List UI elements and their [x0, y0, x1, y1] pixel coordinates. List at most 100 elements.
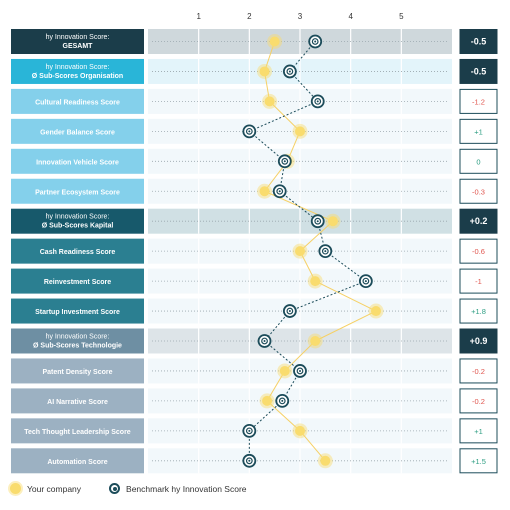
delta-box — [459, 118, 498, 144]
benchmark-marker-ring — [362, 277, 370, 285]
company-line-segment — [269, 101, 301, 132]
company-marker — [295, 126, 305, 137]
benchmark-line-segment — [249, 100, 318, 132]
row-label-box — [11, 448, 144, 474]
row-label: Tech Thought Leadership Score — [24, 429, 131, 436]
benchmark-marker-core — [299, 369, 301, 372]
delta-box — [459, 178, 498, 204]
delta-box — [459, 358, 498, 384]
row-label-prefix: hy Innovation Score: — [46, 64, 110, 71]
legend-item-company: Your company — [10, 483, 81, 494]
row-label-box — [11, 268, 144, 294]
chart-legend: Your company Benchmark hy Innovation Sco… — [10, 483, 269, 494]
delta-box — [459, 328, 498, 354]
benchmark-marker-core — [248, 459, 251, 462]
row-label-box — [11, 58, 144, 84]
benchmark-marker-ring — [314, 217, 322, 225]
row-label: Gender Balance Score — [40, 129, 115, 136]
benchmark-marker-ring — [245, 427, 253, 435]
row-label-box — [11, 88, 144, 114]
delta-value: -1.2 — [472, 97, 485, 106]
row-label: GESAMT — [63, 43, 94, 50]
company-marker — [279, 365, 290, 376]
legend-company-label: Your company — [27, 483, 82, 494]
row-label-box — [11, 418, 144, 444]
row-label-box — [11, 29, 144, 54]
delta-value: +1.5 — [471, 457, 486, 466]
row-label-box — [11, 118, 144, 144]
x-tick-label: 5 — [399, 12, 404, 21]
delta-box — [459, 29, 498, 54]
row-label-box — [11, 358, 144, 384]
company-marker — [310, 276, 321, 287]
legend-benchmark-label: Benchmark hy Innovation Score — [126, 483, 247, 494]
company-marker — [264, 96, 275, 107]
company-marker — [310, 336, 321, 346]
benchmark-marker-ring — [245, 127, 253, 135]
benchmark-marker-ring — [296, 367, 304, 375]
row-label-prefix: hy Innovation Score: — [46, 214, 110, 221]
benchmark-marker-core — [314, 40, 317, 43]
row-label: Ø Sub-Scores Kapital — [42, 223, 114, 230]
company-marker — [295, 246, 305, 257]
company-line-segment — [266, 400, 301, 432]
row-label-box — [11, 238, 144, 264]
row-label-prefix: hy Innovation Score: — [46, 34, 110, 41]
benchmark-marker-core — [283, 160, 286, 163]
benchmark-line-segment — [289, 280, 367, 312]
row-label-box — [11, 388, 144, 414]
benchmark-marker-core — [288, 70, 291, 73]
benchmark-marker-core — [248, 130, 251, 133]
row-label-box — [11, 328, 144, 354]
benchmark-marker-core — [248, 429, 251, 432]
delta-box — [459, 268, 498, 294]
row-label: Cultural Readiness Score — [35, 99, 120, 106]
delta-value: +0.2 — [470, 216, 488, 226]
benchmark-marker-ring — [261, 337, 268, 345]
benchmark-marker-core — [316, 220, 319, 223]
benchmark-marker-icon — [109, 483, 121, 494]
x-tick-label: 4 — [348, 12, 353, 21]
delta-box — [459, 148, 498, 174]
benchmark-marker-core — [316, 100, 319, 103]
company-line-segment — [299, 220, 334, 252]
benchmark-marker-core — [281, 399, 284, 402]
x-tick-label: 2 — [247, 12, 252, 21]
benchmark-marker-core — [288, 310, 291, 313]
row-label: Cash Readiness Score — [40, 249, 116, 256]
benchmark-line-segment — [325, 250, 367, 282]
company-marker — [371, 306, 381, 317]
benchmark-marker-core — [364, 280, 367, 283]
benchmark-marker-core — [278, 190, 281, 193]
delta-box — [459, 238, 498, 264]
x-tick-label: 1 — [196, 12, 201, 21]
legend-item-benchmark: Benchmark hy Innovation Score — [109, 483, 247, 494]
delta-value: -1 — [475, 277, 482, 286]
delta-value: -0.3 — [472, 187, 485, 196]
benchmark-marker-core — [324, 250, 327, 253]
delta-box — [459, 388, 498, 414]
benchmark-marker-ring — [286, 307, 294, 315]
delta-box — [459, 298, 498, 324]
row-label: Automation Score — [47, 459, 107, 466]
row-label: Ø Sub-Scores Organisation — [32, 73, 123, 80]
row-label-box — [11, 178, 144, 204]
delta-value: 0 — [476, 157, 480, 166]
benchmark-marker-ring — [276, 187, 284, 195]
row-label: Patent Density Score — [42, 369, 112, 376]
delta-value: +0.9 — [470, 336, 488, 346]
company-marker — [320, 455, 331, 466]
delta-value: +1.8 — [471, 307, 486, 316]
company-marker — [259, 186, 270, 197]
company-line-segment — [299, 430, 326, 462]
row-label: Partner Ecosystem Score — [35, 189, 120, 196]
delta-value: -0.2 — [472, 397, 485, 406]
row-label: Startup Investment Score — [35, 309, 120, 316]
row-label: AI Narrative Score — [47, 399, 108, 406]
benchmark-line-segment — [289, 71, 319, 102]
delta-value: -0.5 — [471, 66, 487, 76]
benchmark-marker-ring — [286, 68, 294, 75]
benchmark-marker-ring — [278, 397, 286, 405]
delta-box — [459, 58, 498, 84]
